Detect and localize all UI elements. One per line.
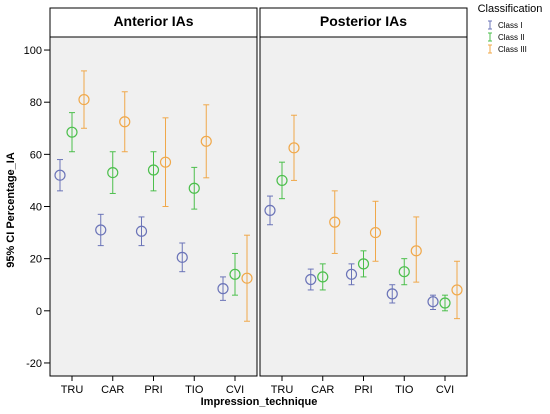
mean-marker	[135, 225, 148, 237]
mean-marker	[200, 135, 212, 147]
mean-marker	[345, 268, 358, 280]
series-class-ii	[66, 112, 241, 296]
series-class-ii	[276, 161, 451, 312]
x-tick-label: PRI	[144, 384, 162, 396]
y-tick-label: 40	[30, 202, 42, 214]
legend: Classification Class I Class II Class III	[478, 3, 543, 54]
x-tick-label: TRU	[271, 384, 294, 396]
x-axis-label: Impression_technique	[201, 396, 318, 408]
mean-marker	[54, 169, 66, 181]
x-tick-label: CVI	[226, 384, 244, 396]
mean-marker	[241, 272, 253, 284]
legend-entry-label: Class I	[498, 21, 522, 30]
mean-marker	[386, 288, 398, 300]
plot-area	[49, 36, 258, 377]
mean-marker	[217, 283, 229, 295]
y-tick-label: 80	[30, 97, 42, 109]
y-tick-label: 20	[30, 254, 42, 266]
series-class-i	[54, 159, 229, 301]
panel-title-strip	[49, 7, 258, 38]
series-class-iii	[288, 114, 463, 320]
mean-marker	[107, 167, 119, 179]
panel-title: Posterior IAs	[320, 13, 407, 29]
mean-marker	[451, 284, 463, 296]
legend-entry-label: Class II	[498, 33, 525, 42]
x-tick-label: PRI	[354, 384, 372, 396]
mean-marker	[264, 204, 276, 217]
legend-title: Classification	[478, 3, 543, 15]
mean-marker	[95, 224, 107, 236]
mean-marker	[276, 174, 288, 187]
legend-entry-label: Class III	[498, 45, 527, 54]
y-tick-label: -20	[26, 358, 42, 370]
x-tick-label: CAR	[311, 384, 334, 396]
mean-marker	[305, 273, 317, 286]
series-class-iii	[78, 70, 253, 322]
panel: Posterior IAs TRU CAR PRI TIO CVI	[259, 7, 468, 396]
x-tick-label: CVI	[436, 384, 454, 396]
x-tick-label: TIO	[395, 384, 414, 396]
mean-marker	[78, 93, 90, 106]
mean-marker	[329, 216, 341, 228]
mean-marker	[176, 251, 188, 263]
mean-marker	[229, 268, 241, 280]
axes-layer: -20 0 20 40 60 80 100	[24, 45, 50, 370]
mean-marker	[398, 266, 410, 278]
x-tick-label: CAR	[101, 384, 124, 396]
mean-marker	[147, 164, 160, 176]
panel-title: Anterior IAs	[113, 13, 193, 29]
mean-marker	[317, 271, 329, 283]
mean-marker	[288, 142, 300, 154]
panel-title-strip	[259, 7, 468, 38]
y-tick-label: 100	[24, 45, 42, 57]
mean-marker	[188, 182, 200, 194]
mean-marker	[427, 296, 439, 308]
y-tick-label: 0	[36, 306, 42, 318]
mean-marker	[410, 245, 422, 257]
mean-marker	[369, 226, 382, 239]
mean-marker	[357, 258, 370, 270]
mean-marker	[119, 116, 131, 128]
mean-marker	[159, 156, 172, 168]
mean-marker	[66, 126, 78, 138]
x-tick-label: TIO	[185, 384, 204, 396]
panel: Anterior IAs TRU CAR PRI TIO CVI	[49, 7, 258, 396]
x-tick-label: TRU	[61, 384, 84, 396]
series-class-i	[264, 195, 439, 311]
y-tick-label: 60	[30, 149, 42, 161]
plot-area	[259, 36, 468, 377]
y-axis-label: 95% CI Percentage_IA	[5, 152, 17, 268]
mean-marker	[439, 297, 451, 309]
